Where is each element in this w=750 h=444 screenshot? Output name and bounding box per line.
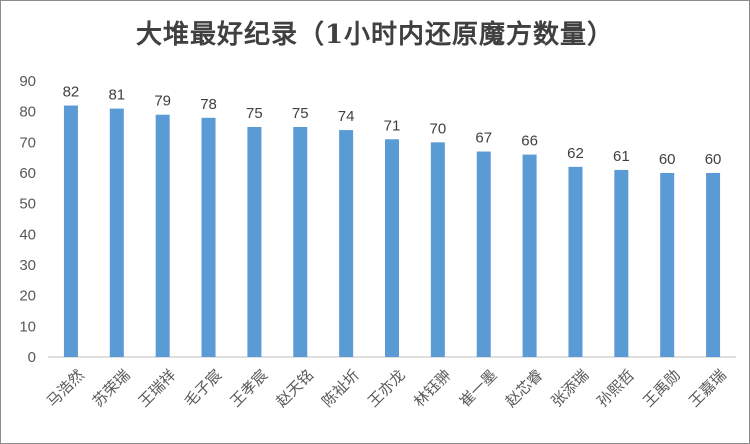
category-label: 王禹勋: [639, 366, 684, 411]
data-label: 61: [613, 148, 630, 165]
data-label: 62: [567, 145, 584, 162]
category-label: 苏荣瑞: [89, 366, 134, 411]
bar: [614, 169, 629, 357]
data-label: 66: [521, 133, 538, 150]
data-label: 67: [475, 130, 492, 147]
bar: [109, 108, 124, 357]
y-tick-label: 50: [19, 196, 36, 213]
y-tick-label: 30: [19, 257, 36, 274]
category-label: 林钰翀: [410, 366, 455, 411]
category-label: 赵天铭: [272, 366, 317, 411]
category-label: 王孝宸: [227, 366, 272, 411]
bar: [476, 151, 491, 357]
category-label: 马浩然: [43, 366, 88, 411]
category-label: 王嘉瑞: [685, 366, 730, 411]
y-tick-label: 10: [19, 318, 36, 335]
data-label: 74: [338, 108, 355, 125]
bar: [339, 130, 354, 357]
data-label: 75: [246, 105, 263, 122]
data-label: 79: [154, 93, 171, 110]
bar: [247, 127, 262, 357]
category-label: 陈祉圻: [318, 366, 363, 411]
category-label: 孙熙哲: [594, 366, 639, 411]
y-tick-label: 80: [19, 104, 36, 121]
data-label: 81: [108, 87, 125, 104]
bar: [522, 154, 537, 357]
data-label: 70: [430, 120, 447, 137]
y-tick-label: 20: [19, 288, 36, 305]
bar: [660, 173, 675, 357]
data-label: 71: [384, 117, 401, 134]
y-tick-label: 0: [28, 349, 36, 366]
category-label: 赵芯睿: [502, 366, 547, 411]
data-label: 60: [659, 151, 676, 168]
y-tick-label: 60: [19, 165, 36, 182]
chart-title: 大堆最好纪录（1小时内还原魔方数量）: [135, 20, 615, 50]
bar: [385, 139, 399, 357]
bar: [63, 105, 78, 358]
category-label: 崔一墨: [456, 366, 501, 411]
category-label: 王亦龙: [364, 366, 409, 411]
category-label: 王瑞祥: [135, 366, 180, 411]
y-tick-label: 40: [19, 226, 36, 243]
bar: [201, 117, 216, 357]
y-tick-label: 70: [19, 134, 36, 151]
bar: [293, 127, 308, 357]
bar: [706, 173, 721, 357]
bar: [568, 166, 583, 357]
data-label: 78: [200, 96, 217, 113]
bar: [155, 114, 170, 357]
category-label: 毛子宸: [181, 366, 226, 411]
category-label: 张添瑞: [548, 366, 593, 411]
bar: [430, 142, 445, 357]
data-label: 75: [292, 105, 309, 122]
data-label: 60: [705, 151, 722, 168]
y-tick-label: 90: [19, 73, 36, 90]
data-label: 82: [63, 84, 80, 101]
